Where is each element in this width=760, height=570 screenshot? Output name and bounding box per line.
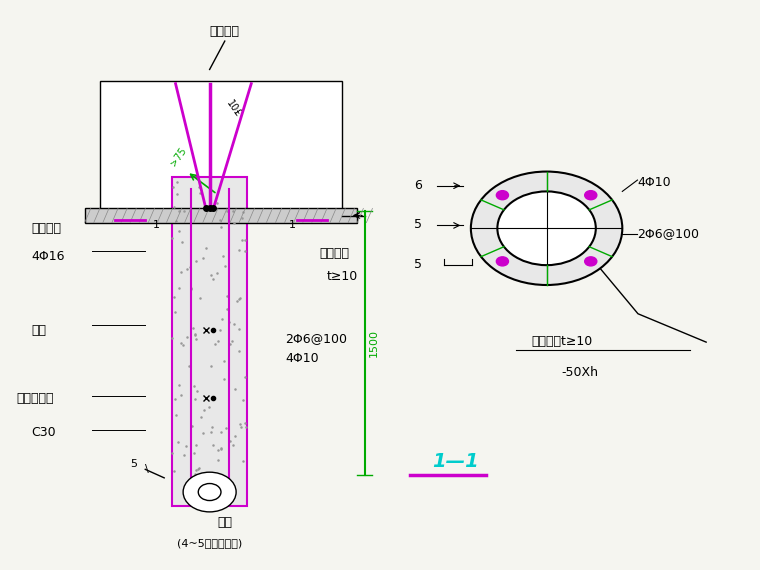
Text: 基础承台: 基础承台	[210, 25, 239, 38]
Text: 1: 1	[289, 220, 296, 230]
Text: t≥10: t≥10	[327, 270, 358, 283]
Text: (4~5厚圆薄钢板): (4~5厚圆薄钢板)	[177, 538, 242, 548]
Text: 6: 6	[414, 178, 422, 192]
Text: 端板: 端板	[32, 324, 46, 337]
Circle shape	[584, 190, 597, 200]
Text: 4Φ10: 4Φ10	[638, 176, 671, 189]
Text: 1—1: 1—1	[432, 451, 479, 470]
Bar	[172, 177, 248, 506]
Text: \: \	[145, 464, 149, 474]
Text: 连接钢板t≥10: 连接钢板t≥10	[531, 335, 593, 348]
Bar	[84, 209, 357, 223]
Circle shape	[496, 257, 508, 266]
Text: 1500: 1500	[369, 329, 378, 357]
Bar	[100, 81, 342, 217]
Text: 连接钢板: 连接钢板	[319, 247, 350, 260]
Circle shape	[183, 472, 236, 512]
Text: C30: C30	[32, 426, 56, 439]
Circle shape	[471, 172, 622, 285]
Text: 托板: 托板	[217, 516, 233, 529]
Text: 4Φ10: 4Φ10	[285, 352, 319, 365]
Text: 4Φ16: 4Φ16	[32, 250, 65, 263]
Circle shape	[496, 190, 508, 200]
Circle shape	[198, 483, 221, 500]
Text: 5: 5	[414, 258, 422, 271]
Text: 填芯混凝土: 填芯混凝土	[17, 392, 54, 405]
Text: >75: >75	[168, 145, 188, 168]
Text: -50Xh: -50Xh	[562, 367, 599, 380]
Text: 5: 5	[130, 458, 137, 469]
Text: 5: 5	[414, 218, 422, 231]
Text: 10£: 10£	[225, 99, 243, 120]
Circle shape	[584, 257, 597, 266]
Text: 2Φ6@100: 2Φ6@100	[285, 332, 347, 345]
Text: 1: 1	[153, 220, 160, 230]
Circle shape	[497, 192, 596, 265]
Text: 2Φ6@100: 2Φ6@100	[638, 227, 699, 241]
Text: 锚固钢筋: 锚固钢筋	[32, 222, 62, 235]
